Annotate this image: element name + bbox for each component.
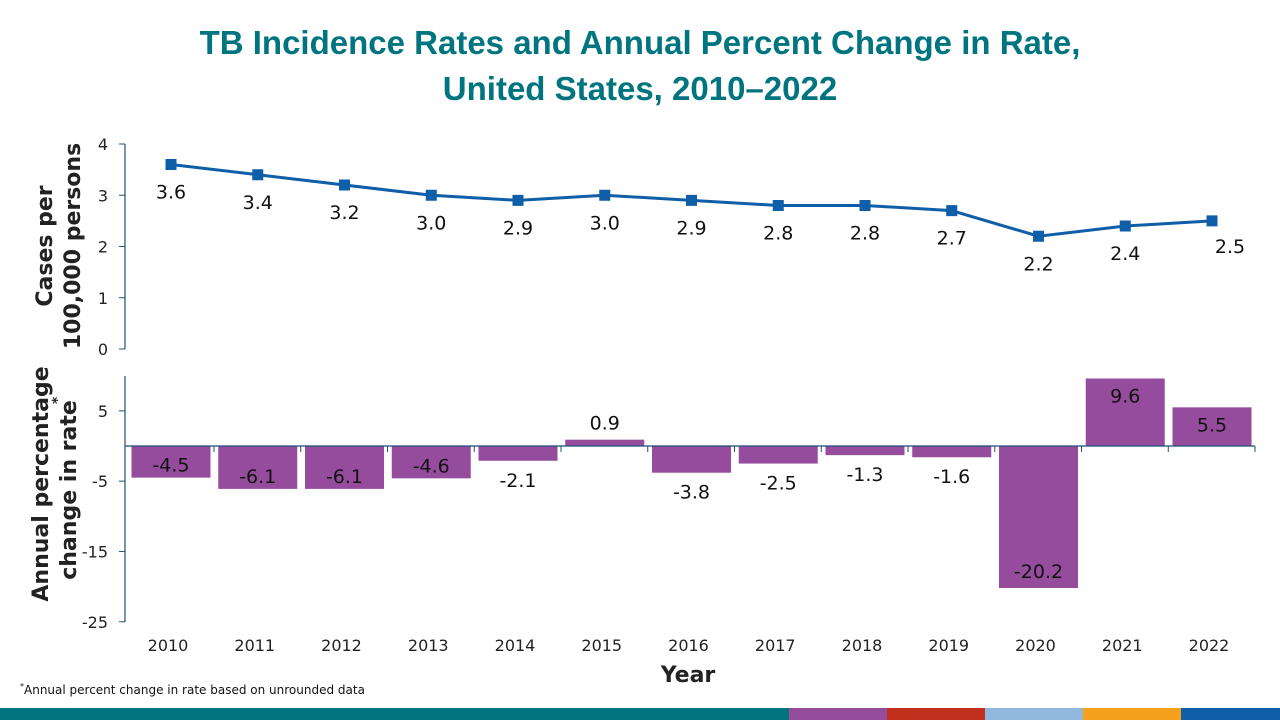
bottom-y-tick-label: -5 bbox=[92, 472, 108, 491]
bottom-y-label-marker: * bbox=[50, 396, 66, 404]
x-tick-label: 2016 bbox=[668, 636, 709, 655]
percent-change-data-label: 0.9 bbox=[590, 413, 620, 435]
rate-marker bbox=[946, 205, 958, 217]
footnote-marker: * bbox=[20, 682, 24, 691]
percent-change-data-label: -4.5 bbox=[152, 455, 189, 477]
rate-marker bbox=[1206, 215, 1218, 227]
color-band-segment bbox=[887, 708, 985, 720]
rate-data-label: 2.4 bbox=[1110, 243, 1140, 265]
percent-change-data-label: -6.1 bbox=[239, 466, 276, 488]
bottom-y-tick-label: 5 bbox=[98, 402, 108, 421]
top-y-axis-label: Cases per 100,000 persons bbox=[33, 143, 86, 349]
percent-change-data-label: 9.6 bbox=[1110, 386, 1140, 408]
top-y-tick-label: 4 bbox=[98, 135, 108, 154]
color-band-segment bbox=[0, 708, 789, 720]
x-tick-label: 2018 bbox=[842, 636, 883, 655]
percent-change-data-label: -4.6 bbox=[413, 455, 450, 477]
rate-marker bbox=[1033, 230, 1044, 242]
bottom-y-tick-label: -15 bbox=[82, 542, 108, 561]
percent-change-bar bbox=[1085, 378, 1165, 446]
rate-data-label: 2.9 bbox=[503, 217, 533, 239]
color-band-segment bbox=[1181, 708, 1280, 720]
rate-data-label: 3.6 bbox=[156, 182, 186, 204]
rate-marker bbox=[165, 159, 177, 170]
x-tick-label: 2017 bbox=[755, 636, 796, 655]
x-tick-label: 2022 bbox=[1189, 636, 1230, 655]
percent-change-bar bbox=[391, 446, 471, 479]
percent-change-data-label: -20.2 bbox=[1014, 561, 1063, 583]
rate-marker bbox=[339, 179, 350, 191]
percent-change-bar bbox=[478, 446, 558, 461]
rate-data-label: 2.9 bbox=[676, 217, 706, 239]
top-y-label-line-1: Cases per bbox=[33, 185, 58, 306]
percent-change-data-label: -3.8 bbox=[673, 482, 710, 504]
footnote-text: Annual percent change in rate based on u… bbox=[24, 683, 365, 697]
top-y-label-line-2: 100,000 persons bbox=[61, 143, 86, 349]
x-tick-label: 2020 bbox=[1015, 636, 1056, 655]
percent-change-data-label: -1.3 bbox=[846, 464, 883, 486]
percent-change-data-label: 5.5 bbox=[1197, 414, 1227, 436]
title-line-1: TB Incidence Rates and Annual Percent Ch… bbox=[199, 24, 1081, 61]
x-tick-label: 2011 bbox=[234, 636, 275, 655]
rate-data-label: 2.5 bbox=[1215, 236, 1245, 258]
rate-marker bbox=[686, 194, 697, 206]
percent-change-bar bbox=[825, 446, 905, 456]
percent-change-data-label: -2.5 bbox=[760, 473, 797, 495]
rate-marker bbox=[772, 200, 784, 211]
rate-data-label: 3.2 bbox=[329, 202, 359, 224]
percent-change-bar bbox=[999, 446, 1078, 589]
rate-marker bbox=[599, 189, 611, 201]
percent-change-bar bbox=[565, 439, 645, 446]
percent-change-bar bbox=[1172, 407, 1252, 446]
top-y-tick-label: 2 bbox=[98, 238, 108, 257]
percent-change-data-label: -6.1 bbox=[326, 466, 363, 488]
rate-data-label: 3.0 bbox=[590, 212, 620, 234]
color-band-segment bbox=[789, 708, 887, 720]
bottom-y-label-line-1: Annual percentage bbox=[29, 366, 54, 601]
percent-change-bar bbox=[738, 446, 818, 464]
percent-change-bar bbox=[652, 446, 731, 473]
percent-change-data-label: -2.1 bbox=[499, 470, 536, 492]
x-axis-label: Year bbox=[660, 663, 716, 688]
top-y-tick-label: 0 bbox=[98, 340, 108, 359]
rate-marker bbox=[859, 200, 871, 211]
bottom-color-band bbox=[0, 708, 1280, 720]
percent-change-bar bbox=[218, 446, 298, 489]
color-band-segment bbox=[985, 708, 1083, 720]
rate-data-label: 2.7 bbox=[937, 228, 967, 250]
x-tick-label: 2019 bbox=[928, 636, 969, 655]
bottom-y-tick-label: -25 bbox=[82, 613, 108, 632]
footnote: *Annual percent change in rate based on … bbox=[20, 682, 365, 697]
rate-marker bbox=[1119, 220, 1131, 232]
x-tick-label: 2015 bbox=[581, 636, 622, 655]
x-tick-label: 2013 bbox=[408, 636, 449, 655]
rate-marker bbox=[512, 194, 524, 206]
rate-data-label: 3.4 bbox=[243, 192, 273, 214]
top-y-tick-label: 3 bbox=[98, 186, 108, 205]
color-band-segment bbox=[1083, 708, 1181, 720]
chart-title: TB Incidence Rates and Annual Percent Ch… bbox=[0, 20, 1280, 112]
rate-marker bbox=[425, 189, 437, 201]
bottom-y-label-line-2: change in rate bbox=[57, 400, 82, 580]
x-tick-label: 2010 bbox=[148, 636, 189, 655]
title-line-2: United States, 2010–2022 bbox=[442, 70, 838, 107]
top-y-tick-label: 1 bbox=[98, 289, 108, 308]
x-tick-label: 2014 bbox=[495, 636, 536, 655]
percent-change-bar bbox=[131, 446, 211, 478]
rate-data-label: 2.8 bbox=[763, 223, 793, 245]
x-tick-label: 2012 bbox=[321, 636, 362, 655]
rate-marker bbox=[252, 169, 264, 181]
percent-change-bar bbox=[912, 446, 992, 458]
x-tick-label: 2021 bbox=[1102, 636, 1143, 655]
percent-change-data-label: -1.6 bbox=[933, 466, 970, 488]
percent-change-bar bbox=[305, 446, 384, 489]
rate-data-label: 2.8 bbox=[850, 223, 880, 245]
bottom-y-axis-label: Annual percentage change in rate * bbox=[29, 366, 82, 601]
rate-data-label: 2.2 bbox=[1023, 253, 1053, 275]
rate-data-label: 3.0 bbox=[416, 212, 446, 234]
